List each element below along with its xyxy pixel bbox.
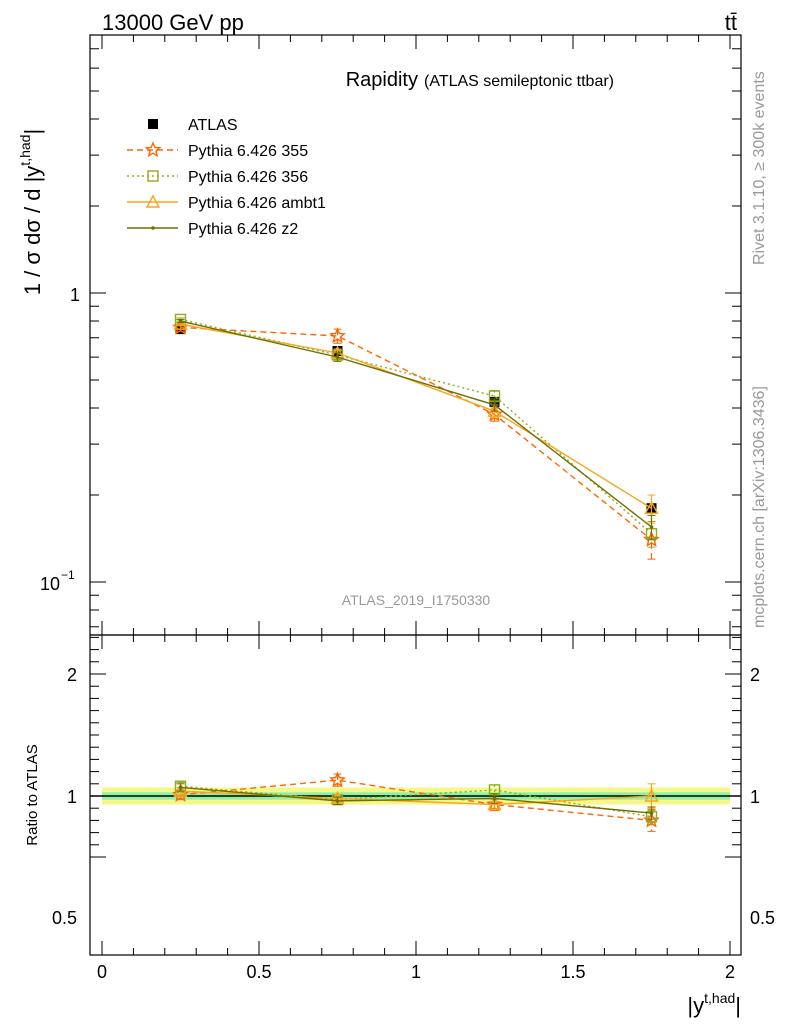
ratio-point [492, 796, 497, 801]
ratio-series-line [180, 785, 652, 818]
chart-title: Rapidity [346, 69, 418, 91]
rivet-label: Rivet 3.1.10, ≥ 300k events [751, 71, 768, 265]
ratio-point [329, 771, 346, 788]
ratio-ytick-label-0.5: 0.5 [52, 908, 77, 928]
main-series-pythia-6.426-356 [174, 313, 658, 548]
main-plot-area [172, 313, 660, 560]
ratio-ytick-label-2-right: 2 [750, 665, 760, 685]
ratio-series-line [180, 779, 652, 822]
ratio-point [649, 811, 654, 815]
ratio-ytick-label-2: 2 [67, 665, 77, 685]
process-label: tt̄ [725, 10, 737, 35]
ratio-ytick-label-1-right: 1 [750, 787, 760, 807]
ratio-point [178, 785, 183, 790]
main-series-line [180, 318, 652, 535]
energy-label: 13000 GeV pp [102, 10, 244, 35]
main-point [178, 319, 183, 323]
ratio-point [335, 799, 340, 803]
legend-marker [145, 194, 161, 208]
main-point [644, 500, 659, 514]
chart-subtitle: (ATLAS semileptonic ttbar) [424, 73, 614, 90]
main-ylabel: 1 / σ dσ / d |yt,had| [17, 129, 45, 295]
ratio-point [172, 786, 189, 802]
legend-label: Pythia 6.426 z2 [188, 221, 298, 238]
ratio-series-line [180, 786, 652, 814]
ratio-point [487, 797, 502, 811]
ytick-label-0.1: 10 [40, 574, 60, 594]
main-ylabel-text: 1 / σ dσ / d |yt,had| [17, 129, 45, 295]
source-label: mcplots.cern.ch [arXiv:1306.3436] [751, 386, 768, 628]
analysis-watermark: ATLAS_2019_I1750330 [342, 592, 491, 608]
ratio-series-pythia-6.426-z2 [176, 783, 656, 820]
legend-marker [147, 170, 159, 182]
main-series-line [180, 326, 652, 541]
ratio-plot-area [172, 771, 660, 832]
main-series-pythia-6.426-ambt1 [173, 316, 659, 524]
main-point [649, 525, 654, 529]
main-series-atlas-data [175, 324, 657, 516]
main-series-pythia-6.426-z2 [176, 318, 656, 541]
xtick-label-1: 1 [411, 962, 421, 982]
legend-label: Pythia 6.426 356 [188, 169, 308, 186]
xtick-label-0.5: 0.5 [246, 962, 271, 982]
main-point [487, 403, 502, 417]
ratio-ytick-label-0.5-right: 0.5 [750, 908, 775, 928]
xlabel: |yt,had| [687, 990, 741, 1018]
main-ticks [90, 35, 741, 635]
ytick-label-1: 1 [70, 285, 80, 305]
legend-atlas-marker [148, 119, 158, 129]
legend: ATLAS Pythia 6.426 355 Pythia 6.426 356 Pyt… [127, 117, 326, 238]
main-series-pythia-6.426-355 [172, 318, 660, 560]
main-series-line [180, 323, 652, 509]
main-point [329, 327, 346, 344]
ratio-ylabel: Ratio to ATLAS [24, 744, 41, 845]
legend-marker [144, 141, 162, 158]
xtick-label-0: 0 [97, 962, 107, 982]
ratio-ticks [90, 635, 741, 955]
main-point [335, 355, 340, 359]
legend-label: Pythia 6.426 ambt1 [188, 195, 326, 212]
legend-atlas-label: ATLAS [188, 117, 238, 134]
main-panel: Rapidity (ATLAS semileptonic ttbar) ATLA… [17, 34, 742, 636]
ytick-label-0.1-exponent: −1 [61, 568, 75, 582]
main-series-line [180, 320, 652, 528]
legend-marker [151, 226, 155, 230]
xtick-label-1.5: 1.5 [560, 962, 585, 982]
main-point [173, 316, 188, 330]
ratio-point [644, 788, 659, 802]
legend-label: Pythia 6.426 355 [188, 143, 308, 160]
xtick-label-2: 2 [725, 962, 735, 982]
ratio-panel: 2 1 0.5 2 1 0.5 Ratio to ATLAS 0 0.5 1 1… [24, 634, 775, 1018]
ratio-ytick-label-1: 1 [67, 787, 77, 807]
main-point [492, 403, 497, 407]
